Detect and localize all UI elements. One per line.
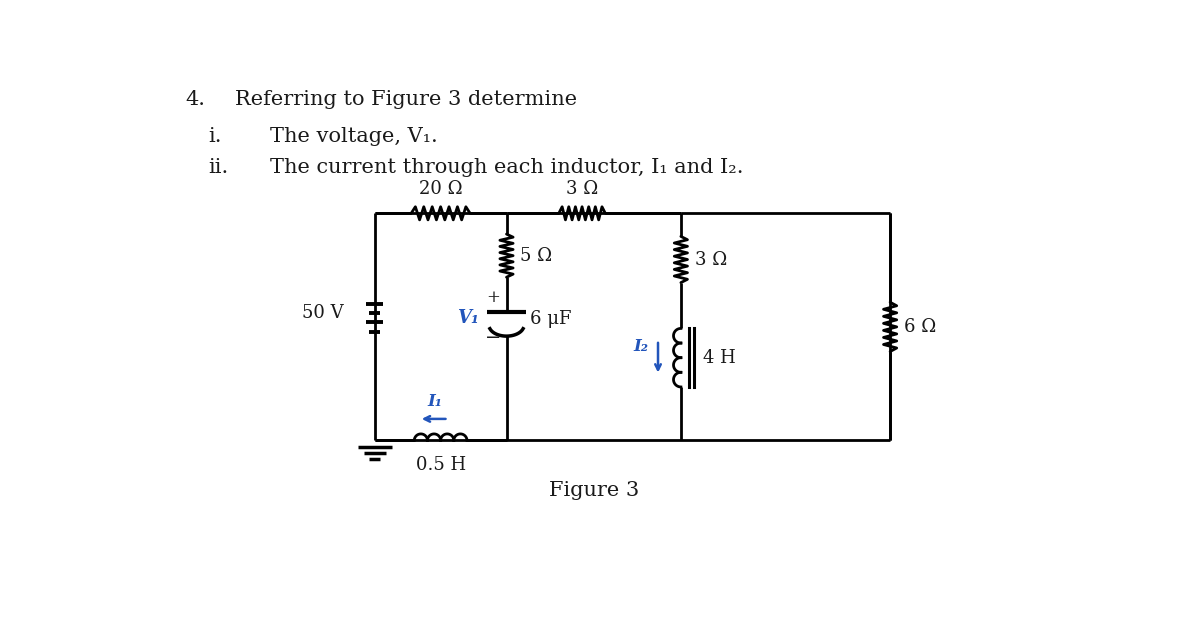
Text: 20 Ω: 20 Ω (419, 180, 462, 198)
Text: 0.5 H: 0.5 H (415, 456, 466, 474)
Text: The current through each inductor, I₁ and I₂.: The current through each inductor, I₁ an… (270, 158, 744, 177)
Text: The voltage, V₁.: The voltage, V₁. (270, 127, 438, 146)
Text: −: − (485, 329, 502, 347)
Text: I₂: I₂ (634, 338, 649, 355)
Text: ii.: ii. (208, 158, 228, 177)
Text: Figure 3: Figure 3 (548, 481, 638, 499)
Text: 3 Ω: 3 Ω (566, 180, 598, 198)
Text: 6 Ω: 6 Ω (904, 318, 936, 336)
Text: 4.: 4. (185, 90, 205, 109)
Text: 50 V: 50 V (302, 304, 343, 322)
Text: i.: i. (208, 127, 222, 146)
Text: 4 H: 4 H (703, 348, 736, 367)
Text: Referring to Figure 3 determine: Referring to Figure 3 determine (235, 90, 577, 109)
Text: 6 μF: 6 μF (529, 310, 571, 328)
Text: +: + (486, 289, 500, 306)
Text: I₁: I₁ (427, 392, 442, 409)
Text: 5 Ω: 5 Ω (521, 247, 552, 265)
Text: V₁: V₁ (457, 309, 479, 326)
Text: 3 Ω: 3 Ω (695, 250, 727, 269)
